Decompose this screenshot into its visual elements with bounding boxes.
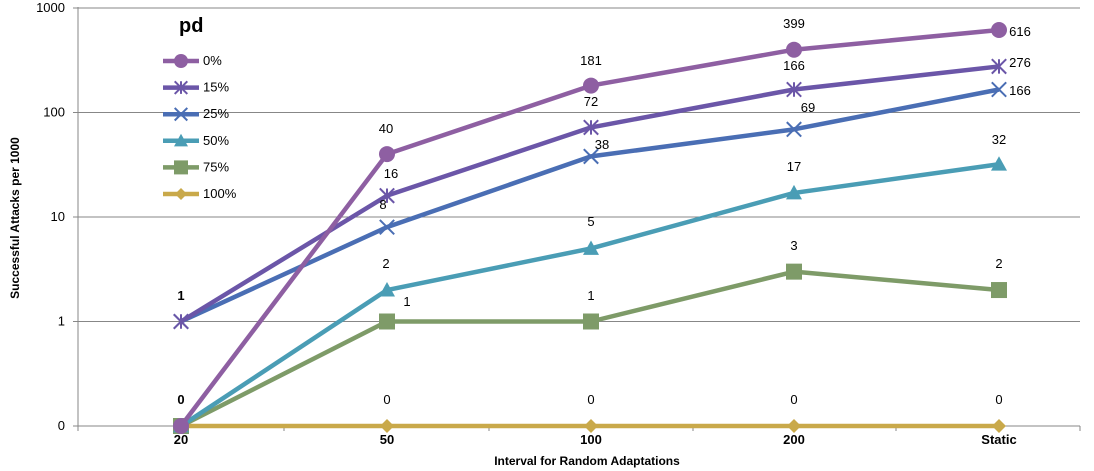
data-label: 72 (584, 94, 598, 109)
data-label: 0 (177, 392, 184, 407)
marker-diamond (175, 188, 187, 200)
marker-star (379, 187, 395, 204)
marker-x (991, 81, 1007, 98)
data-label: 69 (801, 100, 815, 115)
data-label: 16 (384, 166, 398, 181)
y-axis-title: Successful Attacks per 1000 (8, 137, 22, 299)
marker-triangle (583, 240, 599, 255)
data-label: 0 (587, 392, 594, 407)
data-label: 399 (783, 16, 805, 31)
x-tick-label: 200 (783, 432, 805, 447)
marker-square (379, 313, 395, 330)
y-tick-label: 1 (58, 314, 65, 329)
data-label: 3 (790, 238, 797, 253)
marker-circle (379, 146, 395, 163)
marker-triangle (991, 156, 1007, 171)
data-label: 32 (992, 132, 1006, 147)
marker-diamond (992, 419, 1006, 433)
legend-entry: 75% (203, 159, 229, 174)
data-label: 1 (177, 288, 184, 303)
legend-entry: 50% (203, 133, 229, 148)
marker-circle (786, 41, 802, 58)
marker-circle (174, 54, 188, 68)
data-label: 40 (379, 121, 393, 136)
x-axis-title: Interval for Random Adaptations (494, 454, 680, 468)
marker-square (786, 263, 802, 280)
y-tick-label: 100 (43, 105, 65, 120)
legend-entry: 25% (203, 106, 229, 121)
marker-diamond (380, 419, 394, 433)
marker-square (991, 282, 1007, 299)
data-label: 1 (587, 288, 594, 303)
data-label: 17 (787, 159, 801, 174)
y-tick-label: 1000 (36, 0, 65, 15)
marker-x (173, 107, 189, 122)
data-label: 166 (783, 58, 805, 73)
marker-diamond (787, 419, 801, 433)
series-lines (173, 21, 1007, 434)
legend-entry: 15% (203, 80, 229, 95)
marker-circle (583, 77, 599, 94)
data-label: 616 (1009, 24, 1031, 39)
marker-x (583, 148, 599, 165)
marker-star (173, 313, 189, 330)
marker-star (991, 58, 1007, 75)
data-label: 0 (995, 392, 1002, 407)
legend-title: pd (179, 15, 203, 37)
data-label: 5 (587, 214, 594, 229)
data-label: 38 (595, 137, 609, 152)
data-label: 2 (995, 256, 1002, 271)
marker-square (583, 313, 599, 330)
data-label: 181 (580, 53, 602, 68)
x-tick-label: 50 (380, 432, 394, 447)
data-label: 276 (1009, 55, 1031, 70)
x-tick-label: 20 (174, 432, 188, 447)
marker-x (786, 121, 802, 138)
y-tick-label: 0 (58, 418, 65, 433)
marker-circle (991, 21, 1007, 38)
data-label: 0 (790, 392, 797, 407)
marker-star (173, 80, 189, 95)
y-tick-label: 10 (51, 209, 65, 224)
data-label: 1 (403, 294, 410, 309)
marker-x (379, 219, 395, 236)
data-label: 8 (379, 197, 386, 212)
marker-triangle (174, 133, 188, 147)
x-tick-label: 100 (580, 432, 602, 447)
marker-diamond (584, 419, 598, 433)
data-label: 166 (1009, 83, 1031, 98)
data-label: 2 (382, 256, 389, 271)
data-label: 0 (383, 392, 390, 407)
marker-star (786, 81, 802, 98)
legend: pd 0% 15% 25% 50% 75% 100% (163, 15, 237, 201)
legend-entry: 0% (203, 53, 222, 68)
marker-square (174, 160, 188, 175)
marker-triangle (379, 282, 395, 297)
marker-star (583, 119, 599, 136)
marker-triangle (786, 184, 802, 200)
marker-circle (173, 418, 189, 434)
x-tick-label: Static (981, 432, 1016, 447)
legend-entry: 100% (203, 186, 237, 201)
